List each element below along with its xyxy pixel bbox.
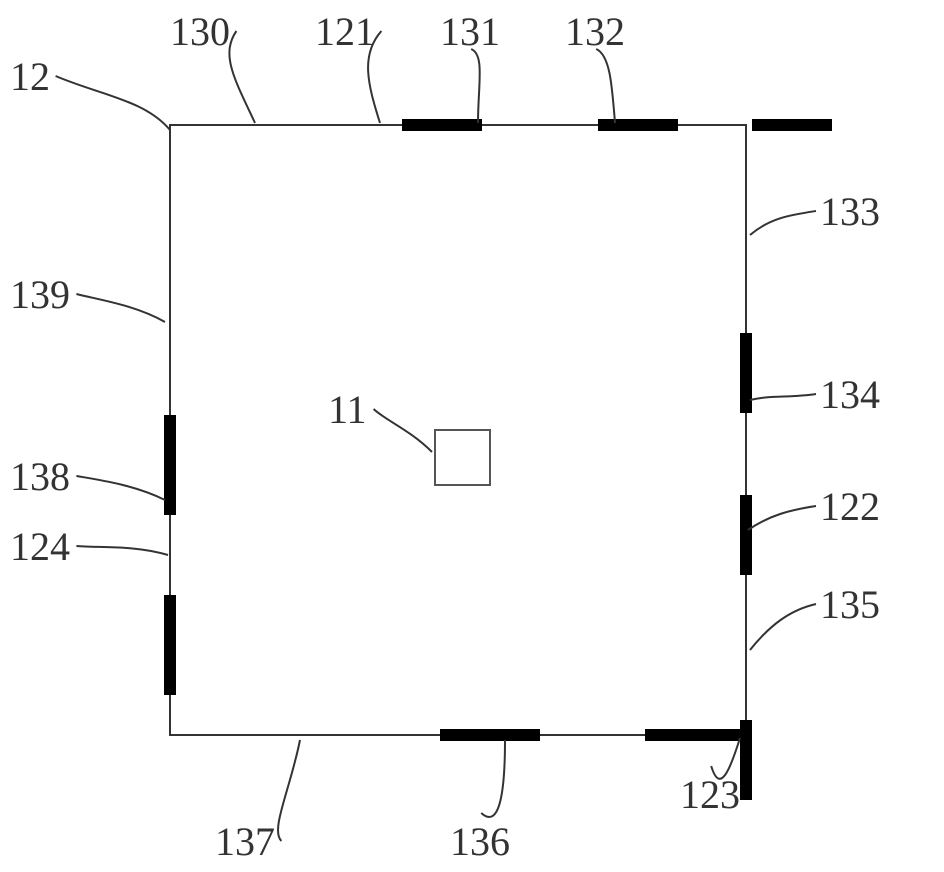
tab-136	[645, 729, 745, 741]
tab-138	[164, 595, 176, 695]
label-124: 124	[10, 524, 70, 569]
label-132: 132	[565, 9, 625, 54]
label-134: 134	[820, 372, 880, 417]
tab-137	[440, 729, 540, 741]
tab-130	[402, 119, 482, 131]
label-139: 139	[10, 272, 70, 317]
label-11: 11	[328, 387, 367, 432]
label-12: 12	[10, 54, 50, 99]
tab-131	[598, 119, 678, 131]
label-130: 130	[170, 9, 230, 54]
tab-139	[164, 415, 176, 515]
tab-134	[740, 495, 752, 575]
label-122: 122	[820, 484, 880, 529]
label-133: 133	[820, 189, 880, 234]
diagram-stage: 12 130 121 131 132 133 134 122 135 123 136 137 124 13…	[0, 0, 944, 872]
label-135: 135	[820, 582, 880, 627]
label-138: 138	[10, 454, 70, 499]
label-131: 131	[440, 9, 500, 54]
label-137: 137	[215, 819, 275, 864]
tab-132	[752, 119, 832, 131]
label-121: 121	[315, 9, 375, 54]
label-123: 123	[680, 772, 740, 817]
center-box	[435, 430, 490, 485]
tab-133	[740, 333, 752, 413]
label-136: 136	[450, 819, 510, 864]
